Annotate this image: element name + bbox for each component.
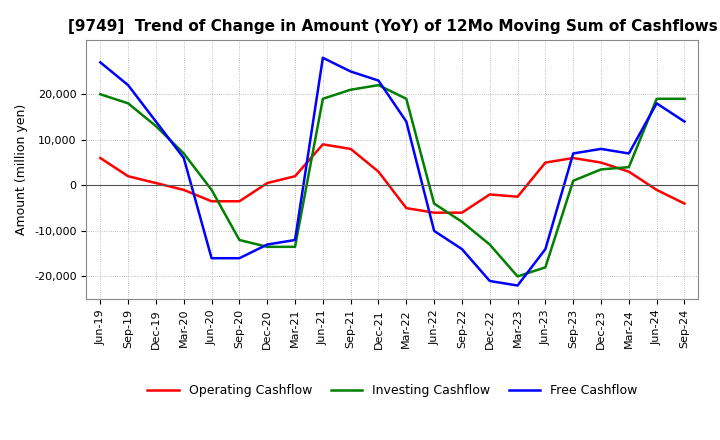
Operating Cashflow [597, 160, 606, 165]
Investing Cashflow [124, 101, 132, 106]
Operating Cashflow [402, 205, 410, 211]
Free Cashflow [318, 55, 327, 60]
Investing Cashflow [291, 244, 300, 249]
Operating Cashflow [458, 210, 467, 215]
Investing Cashflow [152, 124, 161, 129]
Free Cashflow [402, 119, 410, 124]
Investing Cashflow [179, 151, 188, 156]
Operating Cashflow [291, 174, 300, 179]
Operating Cashflow [485, 192, 494, 197]
Investing Cashflow [652, 96, 661, 102]
Operating Cashflow [318, 142, 327, 147]
Free Cashflow [124, 83, 132, 88]
Line: Investing Cashflow: Investing Cashflow [100, 85, 685, 276]
Operating Cashflow [179, 187, 188, 193]
Investing Cashflow [624, 165, 633, 170]
Investing Cashflow [569, 178, 577, 183]
Operating Cashflow [680, 201, 689, 206]
Y-axis label: Amount (million yen): Amount (million yen) [16, 104, 29, 235]
Operating Cashflow [374, 169, 383, 174]
Operating Cashflow [569, 155, 577, 161]
Investing Cashflow [513, 274, 522, 279]
Operating Cashflow [207, 198, 216, 204]
Operating Cashflow [96, 155, 104, 161]
Operating Cashflow [513, 194, 522, 199]
Free Cashflow [680, 119, 689, 124]
Investing Cashflow [597, 167, 606, 172]
Free Cashflow [541, 246, 550, 252]
Operating Cashflow [235, 198, 243, 204]
Free Cashflow [235, 256, 243, 261]
Investing Cashflow [680, 96, 689, 102]
Free Cashflow [207, 256, 216, 261]
Free Cashflow [179, 155, 188, 161]
Investing Cashflow [458, 219, 467, 224]
Free Cashflow [374, 78, 383, 83]
Free Cashflow [263, 242, 271, 247]
Free Cashflow [430, 228, 438, 234]
Operating Cashflow [346, 146, 355, 151]
Free Cashflow [485, 279, 494, 284]
Investing Cashflow [207, 187, 216, 193]
Operating Cashflow [430, 210, 438, 215]
Investing Cashflow [485, 242, 494, 247]
Line: Free Cashflow: Free Cashflow [100, 58, 685, 286]
Investing Cashflow [318, 96, 327, 102]
Operating Cashflow [263, 180, 271, 186]
Operating Cashflow [652, 187, 661, 193]
Free Cashflow [652, 101, 661, 106]
Investing Cashflow [346, 87, 355, 92]
Free Cashflow [96, 60, 104, 65]
Investing Cashflow [235, 237, 243, 242]
Legend: Operating Cashflow, Investing Cashflow, Free Cashflow: Operating Cashflow, Investing Cashflow, … [143, 379, 642, 402]
Free Cashflow [346, 69, 355, 74]
Free Cashflow [513, 283, 522, 288]
Free Cashflow [152, 119, 161, 124]
Operating Cashflow [624, 169, 633, 174]
Operating Cashflow [152, 180, 161, 186]
Investing Cashflow [541, 265, 550, 270]
Free Cashflow [458, 246, 467, 252]
Operating Cashflow [541, 160, 550, 165]
Line: Operating Cashflow: Operating Cashflow [100, 144, 685, 213]
Investing Cashflow [430, 201, 438, 206]
Operating Cashflow [124, 174, 132, 179]
Free Cashflow [624, 151, 633, 156]
Investing Cashflow [263, 244, 271, 249]
Investing Cashflow [96, 92, 104, 97]
Title: [9749]  Trend of Change in Amount (YoY) of 12Mo Moving Sum of Cashflows: [9749] Trend of Change in Amount (YoY) o… [68, 19, 717, 34]
Free Cashflow [291, 237, 300, 242]
Investing Cashflow [374, 83, 383, 88]
Free Cashflow [597, 146, 606, 151]
Investing Cashflow [402, 96, 410, 102]
Free Cashflow [569, 151, 577, 156]
